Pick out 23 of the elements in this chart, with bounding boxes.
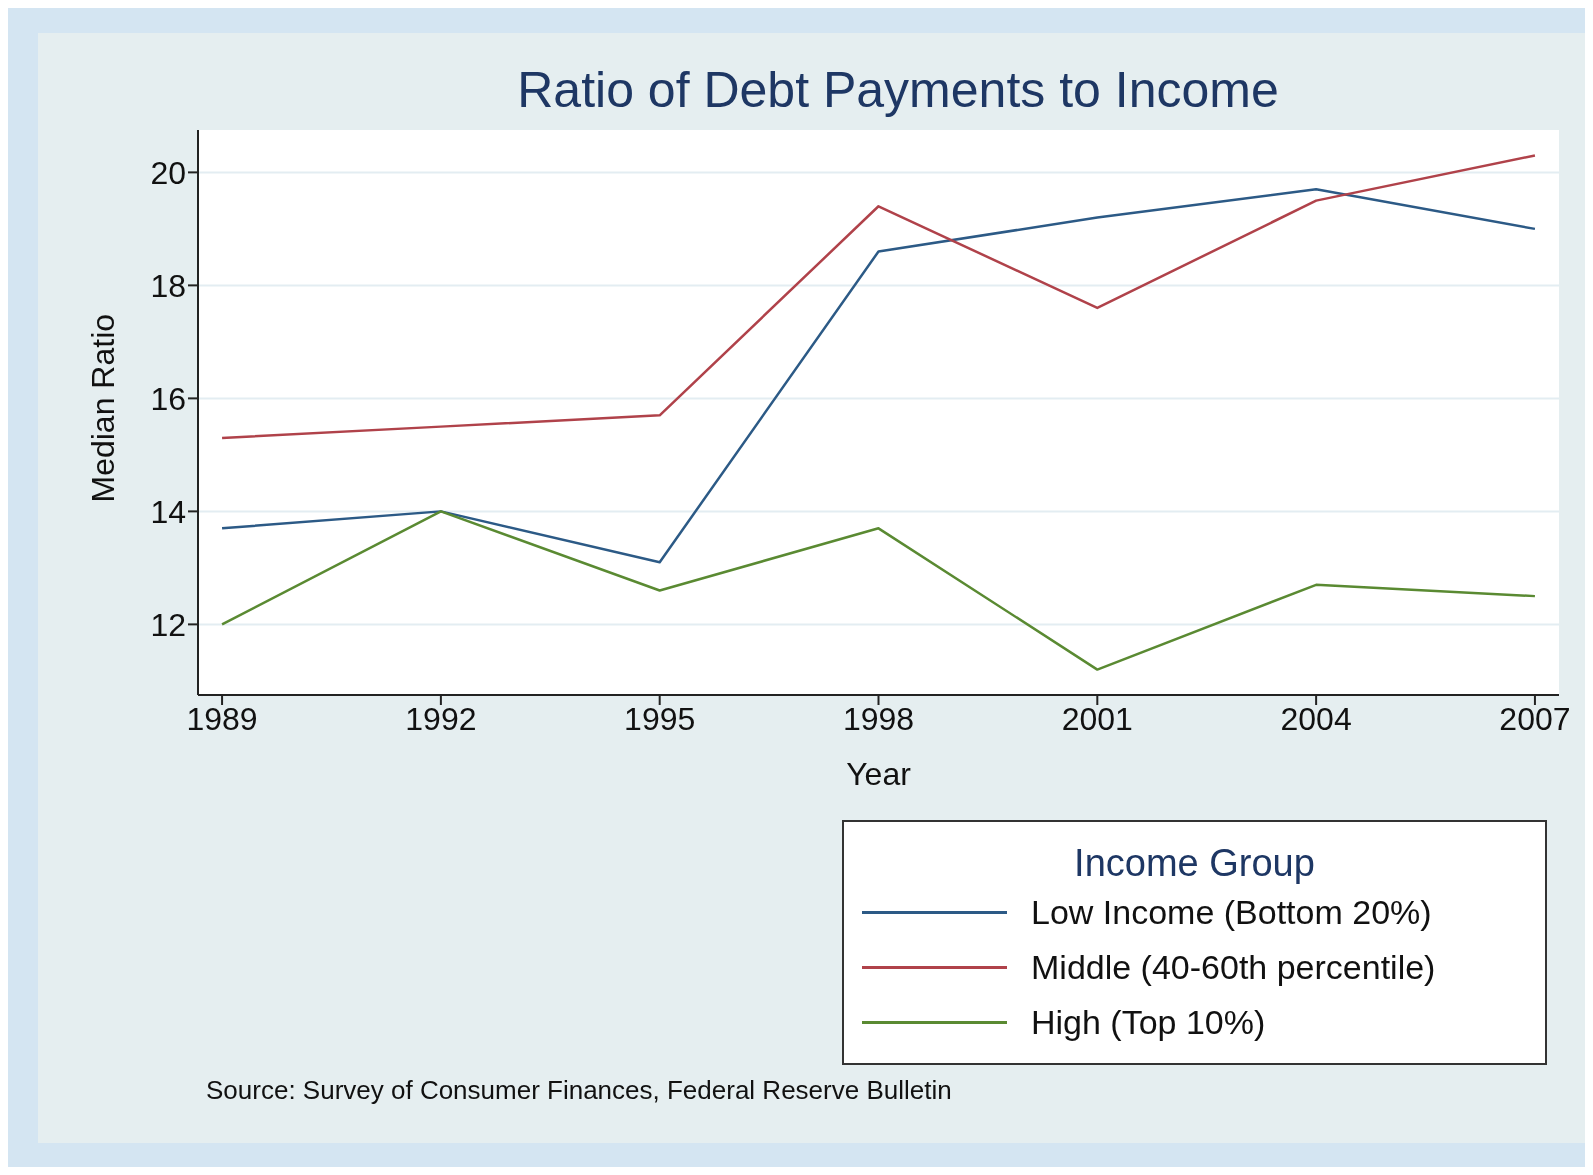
y-tick-label: 18 <box>150 267 186 304</box>
legend-label: High (Top 10%) <box>1031 1003 1266 1042</box>
line-series <box>220 154 1537 440</box>
y-tick-label: 12 <box>150 606 186 643</box>
x-tick-label: 1995 <box>624 700 696 737</box>
x-tick-label: 2001 <box>1061 700 1133 737</box>
x-axis-title: Year <box>846 756 912 792</box>
line-series <box>220 188 1537 564</box>
x-tick-label: 2007 <box>1499 700 1571 737</box>
x-tick-label: 2004 <box>1280 700 1352 737</box>
legend-title: Income Group <box>1073 842 1316 885</box>
y-tick-label: 20 <box>150 154 186 191</box>
chart-title: Ratio of Debt Payments to Income <box>516 61 1280 119</box>
source-note: Source: Survey of Consumer Finances, Federal Reserve Bulletin <box>206 1075 952 1106</box>
legend-label: Low Income (Bottom 20%) <box>1031 893 1432 932</box>
y-tick-label: 16 <box>150 380 186 417</box>
x-tick-label: 1989 <box>186 700 258 737</box>
y-tick-label: 14 <box>150 493 186 530</box>
y-axis-title: Median Ratio <box>85 313 122 503</box>
legend-label: Middle (40-60th percentile) <box>1031 948 1436 987</box>
x-tick-label: 1998 <box>842 700 915 737</box>
x-tick-label: 1992 <box>405 700 477 737</box>
line-series <box>220 510 1537 671</box>
